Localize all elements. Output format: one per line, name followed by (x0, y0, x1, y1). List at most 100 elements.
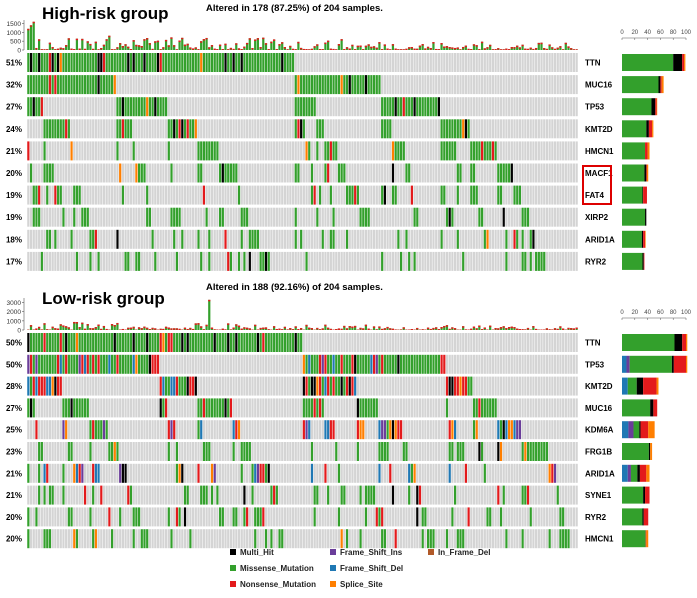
empty-cell (567, 185, 570, 205)
empty-cell (256, 207, 260, 227)
empty-cell (100, 207, 103, 227)
empty-cell (462, 420, 465, 440)
empty-cell (264, 229, 268, 249)
gene-bar-multi_hit (650, 399, 654, 417)
empty-cell (348, 207, 351, 227)
empty-cell (410, 398, 413, 418)
tmb-bar (367, 44, 370, 50)
mutation-cell (264, 529, 268, 549)
empty-cell (526, 163, 530, 183)
mutation-cell (300, 75, 303, 95)
empty-cell (381, 141, 384, 161)
empty-cell (526, 398, 530, 418)
empty-cell (397, 507, 400, 527)
tmb-bar-nonsense (570, 48, 573, 50)
gene-percent: 27% (6, 103, 22, 112)
tmb-bar-nonsense (191, 48, 195, 50)
empty-cell (410, 251, 413, 271)
mutation-cell (67, 398, 70, 418)
mutation-cell (83, 333, 87, 352)
empty-cell (397, 333, 400, 352)
mutation-cell (329, 141, 332, 161)
empty-cell (367, 463, 370, 483)
empty-cell (448, 163, 451, 183)
empty-cell (221, 485, 224, 505)
empty-cell (270, 442, 273, 461)
tmb-bar-nonsense (378, 326, 381, 328)
tmb-bar-nonsense (83, 48, 87, 50)
empty-cell (167, 251, 170, 271)
empty-cell (289, 529, 292, 549)
empty-cell (478, 119, 481, 139)
tmb-bar-nonsense (340, 39, 343, 41)
empty-cell (483, 485, 486, 505)
mutation-cell (494, 398, 497, 418)
empty-cell (518, 376, 522, 396)
empty-cell (343, 529, 346, 549)
empty-cell (308, 507, 311, 527)
empty-cell (132, 119, 135, 139)
empty-cell (310, 485, 314, 505)
empty-cell (213, 529, 216, 549)
empty-cell (418, 442, 422, 461)
empty-cell (475, 485, 478, 505)
tmb-bar-nonsense (356, 45, 359, 48)
mutation-cell (137, 354, 141, 374)
mutation-cell (426, 529, 430, 549)
empty-cell (159, 420, 162, 440)
mutation-cell (92, 75, 95, 95)
empty-cell (399, 119, 403, 139)
tmb-bar-nonsense (386, 326, 389, 329)
empty-cell (89, 97, 92, 117)
empty-cell (175, 529, 179, 549)
empty-cell (275, 251, 278, 271)
mutation-cell (127, 251, 130, 271)
empty-cell (399, 398, 403, 418)
tmb-bar-nonsense (364, 45, 368, 48)
empty-cell (459, 75, 462, 95)
mutation-cell (405, 97, 408, 117)
empty-cell (345, 463, 349, 483)
empty-cell (246, 420, 249, 440)
empty-cell (340, 251, 343, 271)
tmb-bar-nonsense (518, 328, 521, 330)
empty-cell (321, 53, 324, 72)
mutation-cell (251, 333, 254, 352)
empty-cell (491, 376, 495, 396)
empty-cell (486, 75, 489, 95)
empty-cell (143, 75, 146, 95)
empty-cell (70, 119, 73, 139)
tmb-bar (372, 326, 376, 330)
mutation-cell (27, 333, 30, 352)
mutation-cell (29, 163, 33, 183)
empty-cell (443, 398, 446, 418)
empty-cell (324, 251, 327, 271)
empty-cell (170, 485, 173, 505)
empty-cell (345, 97, 349, 117)
mutation-cell (467, 376, 470, 396)
empty-cell (281, 442, 284, 461)
empty-cell (413, 185, 416, 205)
empty-cell (429, 507, 432, 527)
empty-cell (278, 507, 281, 527)
mutation-cell (213, 141, 216, 161)
empty-cell (432, 229, 435, 249)
mutation-cell (208, 53, 211, 72)
empty-cell (56, 398, 60, 418)
mutation-cell (259, 507, 262, 527)
empty-cell (65, 141, 68, 161)
empty-cell (156, 463, 160, 483)
mutation-cell (156, 354, 160, 374)
mutation-cell (75, 185, 79, 205)
empty-cell (137, 207, 141, 227)
empty-cell (478, 485, 481, 505)
mutation-cell (43, 376, 46, 396)
mutation-cell (132, 141, 135, 161)
empty-cell (467, 185, 470, 205)
empty-cell (278, 398, 281, 418)
empty-cell (294, 354, 297, 374)
empty-cell (213, 251, 216, 271)
mutation-cell (432, 354, 435, 374)
gene-label: RYR2 (585, 257, 607, 266)
empty-cell (310, 141, 314, 161)
